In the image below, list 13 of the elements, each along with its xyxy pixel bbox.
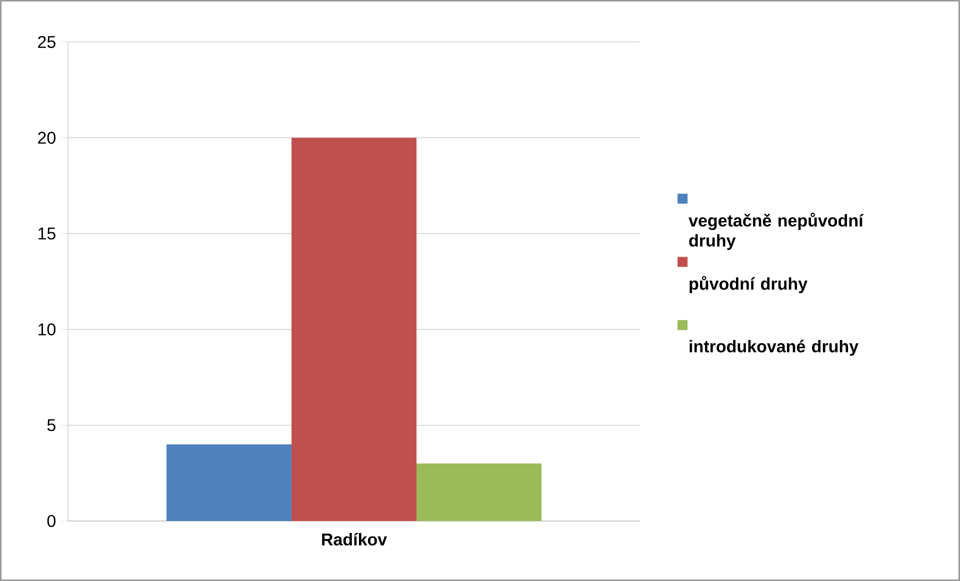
bar <box>166 444 292 521</box>
bar <box>292 138 417 521</box>
y-tick-label: 25 <box>38 36 56 48</box>
y-tick-label: 0 <box>47 514 56 528</box>
legend-label: původní druhy <box>690 276 808 294</box>
y-tick-label: 20 <box>38 132 56 144</box>
y-tick-label: 5 <box>47 419 56 432</box>
y-tick-label: 15 <box>38 228 56 240</box>
y-tick-label: 10 <box>38 323 56 336</box>
legend-label: introdukované druhy <box>690 340 858 356</box>
bar <box>416 464 542 521</box>
legend-label: vegetačně nepůvodní druhy <box>688 212 864 250</box>
x-tick-label: Radíkov <box>322 532 387 546</box>
